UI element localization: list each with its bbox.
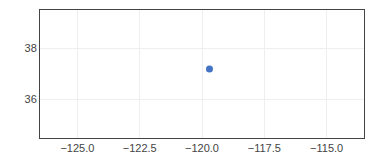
svg-text:36: 36	[25, 93, 37, 105]
svg-text:−120.0: −120.0	[185, 142, 219, 154]
svg-text:−115.0: −115.0	[310, 142, 343, 154]
svg-text:−117.5: −117.5	[248, 142, 281, 154]
svg-text:38: 38	[25, 42, 37, 54]
svg-text:−125.0: −125.0	[60, 142, 94, 154]
svg-text:−122.5: −122.5	[123, 142, 157, 154]
